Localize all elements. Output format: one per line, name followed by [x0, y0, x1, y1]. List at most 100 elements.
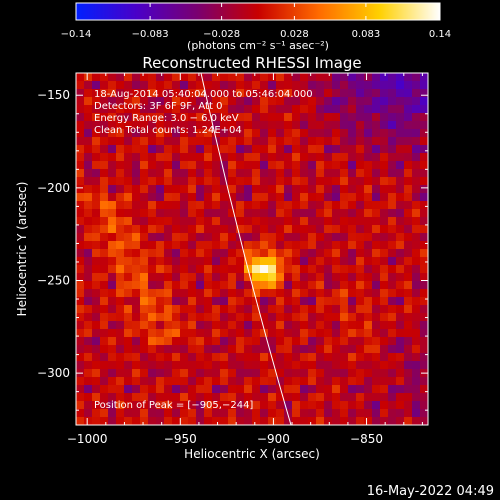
heatmap-cell	[404, 177, 413, 186]
heatmap-cell	[196, 233, 205, 242]
heatmap-cell	[164, 409, 173, 418]
heatmap-cell	[252, 97, 261, 106]
heatmap-cell	[356, 385, 365, 394]
heatmap-cell	[268, 121, 277, 130]
heatmap-cell	[340, 241, 349, 250]
heatmap-cell	[228, 233, 237, 242]
heatmap-cell	[292, 97, 301, 106]
heatmap-cell	[108, 313, 117, 322]
heatmap-cell	[260, 129, 269, 138]
heatmap-cell	[108, 273, 117, 282]
x-axis-label: Heliocentric X (arcsec)	[184, 447, 320, 461]
heatmap-cell	[220, 81, 229, 90]
heatmap-cell	[332, 249, 341, 258]
heatmap-cell	[276, 209, 285, 218]
heatmap-cell	[356, 225, 365, 234]
heatmap-cell	[420, 225, 428, 234]
heatmap-cell	[324, 185, 333, 194]
heatmap-cell	[380, 161, 389, 170]
heatmap-cell	[124, 153, 133, 162]
heatmap-cell	[220, 329, 229, 338]
heatmap-cell	[396, 81, 405, 90]
heatmap-cell	[404, 121, 413, 130]
heatmap-cell	[116, 241, 125, 250]
heatmap-cell	[412, 321, 421, 330]
heatmap-cell	[292, 417, 301, 425]
heatmap-cell	[84, 105, 93, 114]
heatmap-cell	[148, 129, 157, 138]
heatmap-cell	[124, 81, 133, 90]
heatmap-cell	[284, 73, 293, 82]
heatmap-cell	[404, 185, 413, 194]
heatmap-cell	[324, 361, 333, 370]
heatmap-cell	[116, 329, 125, 338]
heatmap-cell	[372, 377, 381, 386]
heatmap-cell	[132, 201, 141, 210]
heatmap-cell	[308, 73, 317, 82]
heatmap-cell	[188, 209, 197, 218]
heatmap-cell	[308, 121, 317, 130]
heatmap-cell	[284, 225, 293, 234]
annotation-block: 18-Aug-2014 05:40:04.000 to 05:46:04.000…	[94, 89, 313, 411]
heatmap-cell	[148, 417, 157, 425]
heatmap-cell	[116, 73, 125, 82]
heatmap-cell	[156, 409, 165, 418]
heatmap-cell	[172, 401, 181, 410]
heatmap-cell	[188, 257, 197, 266]
heatmap-cell	[332, 417, 341, 425]
heatmap-cell	[148, 121, 157, 130]
heatmap-cell	[364, 289, 373, 298]
heatmap-cell	[284, 385, 293, 394]
heatmap-cell	[148, 393, 157, 402]
heatmap-cell	[172, 273, 181, 282]
heatmap-cell	[388, 345, 397, 354]
heatmap-cell	[396, 393, 405, 402]
heatmap-cell	[228, 241, 237, 250]
heatmap-cell	[84, 185, 93, 194]
heatmap-cell	[412, 153, 421, 162]
heatmap-cell	[284, 233, 293, 242]
heatmap-cell	[348, 273, 357, 282]
heatmap-cell	[396, 409, 405, 418]
heatmap-cell	[348, 409, 357, 418]
heatmap-cell	[244, 193, 253, 202]
heatmap-cell	[220, 401, 229, 410]
heatmap-cell	[236, 329, 245, 338]
heatmap-cell	[252, 161, 261, 170]
heatmap-cell	[116, 193, 125, 202]
heatmap-cell	[172, 185, 181, 194]
heatmap-cell	[332, 161, 341, 170]
heatmap-cell	[220, 105, 229, 114]
heatmap-cell	[164, 145, 173, 154]
heatmap-cell	[164, 337, 173, 346]
heatmap-cell	[292, 129, 301, 138]
heatmap-cell	[300, 369, 309, 378]
heatmap-cell	[156, 121, 165, 130]
heatmap-cell	[292, 313, 301, 322]
heatmap-cell	[196, 305, 205, 314]
heatmap-cell	[244, 73, 253, 82]
heatmap-cell	[92, 161, 101, 170]
heatmap-cell	[268, 289, 277, 298]
heatmap-cell	[108, 145, 117, 154]
heatmap-cell	[276, 161, 285, 170]
heatmap-cell	[92, 193, 101, 202]
heatmap-cell	[292, 353, 301, 362]
heatmap-cell	[348, 185, 357, 194]
heatmap-cell	[420, 305, 428, 314]
heatmap-cell	[76, 89, 85, 98]
heatmap-cell	[188, 169, 197, 178]
heatmap-cell	[348, 361, 357, 370]
heatmap-cell	[276, 321, 285, 330]
heatmap-cell	[316, 105, 325, 114]
heatmap-cell	[148, 225, 157, 234]
heatmap-cell	[188, 89, 197, 98]
heatmap-cell	[188, 297, 197, 306]
heatmap-cell	[300, 81, 309, 90]
heatmap-cell	[332, 265, 341, 274]
heatmap-cell	[180, 289, 189, 298]
heatmap-cell	[380, 337, 389, 346]
heatmap-cell	[212, 401, 221, 410]
heatmap-cell	[100, 217, 109, 226]
heatmap-cell	[188, 153, 197, 162]
